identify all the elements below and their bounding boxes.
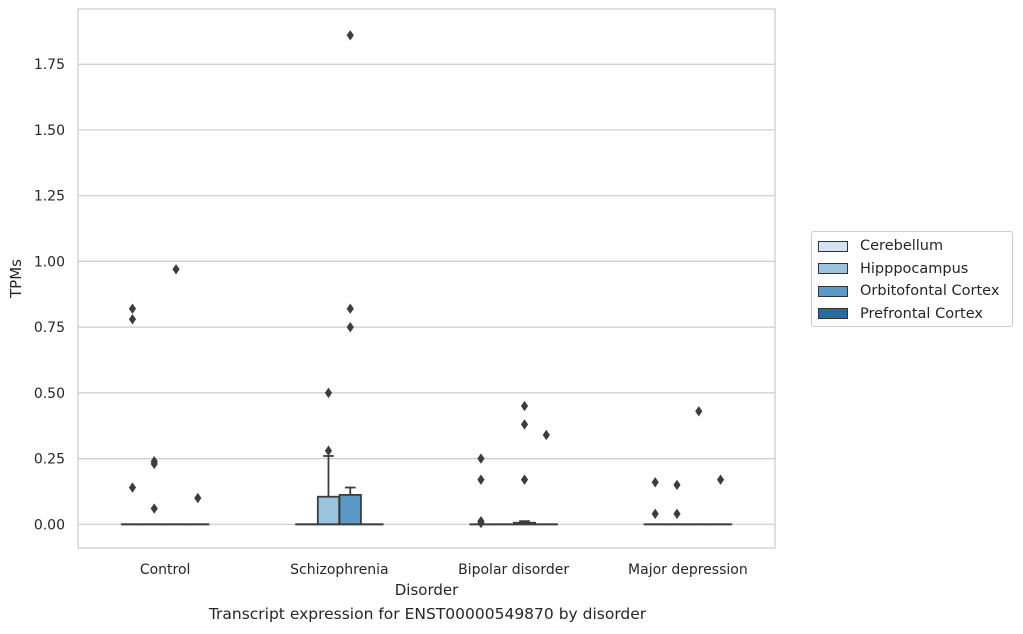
legend-swatch	[818, 308, 848, 319]
chart-caption: Transcript expression for ENST0000054987…	[208, 605, 647, 623]
x-tick-label: Bipolar disorder	[458, 562, 569, 578]
outlier-point	[651, 477, 659, 488]
x-tick-label: Control	[140, 562, 191, 578]
outlier-point	[673, 479, 681, 491]
legend-swatch	[818, 240, 848, 252]
x-axis-title: Disorder	[395, 581, 459, 599]
legend-item: Cerebellum	[818, 236, 943, 256]
y-tick-label: 1.25	[34, 189, 65, 205]
box-group	[338, 30, 362, 526]
box-group	[687, 406, 711, 526]
outlier-point	[128, 314, 137, 325]
box	[338, 493, 362, 526]
legend-label: Prefrontal Cortex	[860, 305, 983, 322]
outlier-point	[542, 429, 550, 441]
outlier-point	[651, 508, 659, 520]
y-tick-label: 0.00	[34, 517, 65, 533]
outlier-point	[716, 474, 725, 485]
plot-frame	[77, 8, 776, 549]
y-axis-title: TPMs	[7, 259, 25, 299]
legend-label: Hipppocampus	[860, 260, 969, 277]
legend-swatch	[818, 263, 848, 274]
y-tick-label: 0.25	[34, 452, 65, 468]
box-group	[142, 456, 166, 526]
box	[316, 495, 341, 526]
legend-label: Cerebellum	[860, 238, 944, 254]
legend-swatch	[818, 285, 848, 297]
outlier-point	[346, 321, 354, 333]
outlier-point	[520, 474, 529, 485]
outlier-point	[172, 264, 180, 275]
outlier-point	[324, 445, 333, 456]
legend-label: Orbitofontal Cortex	[860, 283, 1000, 299]
box-group	[120, 303, 145, 526]
outlier-point	[150, 503, 158, 514]
box-group	[708, 474, 733, 526]
x-tick-label: Major depression	[628, 562, 748, 578]
box-group	[534, 429, 558, 526]
legend-item: Orbitofontal Cortex	[818, 281, 999, 301]
outlier-point	[150, 456, 158, 467]
outlier-point	[128, 303, 137, 314]
y-tick-label: 1.75	[34, 57, 65, 73]
x-tick-label: Schizophrenia	[290, 562, 388, 578]
outlier-point	[695, 406, 703, 417]
y-tick-label: 0.50	[34, 386, 65, 402]
box-group	[186, 492, 210, 526]
box-group	[316, 387, 341, 526]
box-group	[469, 453, 493, 529]
outlier-point	[194, 492, 202, 504]
outlier-point	[346, 30, 354, 41]
outlier-point	[520, 400, 529, 412]
box-plots	[120, 30, 733, 529]
outlier-point	[520, 419, 529, 430]
grid-lines	[78, 63, 775, 525]
legend: Cerebellum Hipppocampus Orbitofontal Corte…	[811, 231, 1013, 327]
outlier-point	[346, 303, 354, 314]
box-group	[643, 477, 667, 526]
box-group	[512, 400, 537, 526]
outlier-point	[477, 453, 485, 464]
legend-item: Prefrontal Cortex	[818, 304, 983, 324]
x-tick-labels: Control Schizophrenia Bipolar disorder Majo…	[140, 562, 748, 578]
outlier-point	[477, 515, 485, 527]
y-tick-label: 1.50	[34, 123, 65, 139]
y-tick-label: 1.00	[34, 254, 65, 270]
outlier-point	[673, 508, 681, 520]
outlier-point	[128, 482, 137, 493]
outlier-point	[477, 474, 485, 485]
y-tick-label: 0.75	[34, 320, 65, 336]
outlier-point	[324, 387, 333, 399]
y-tick-labels: 0.00 0.25 0.50 0.75 1.00 1.25 1.50 1.75	[34, 57, 65, 533]
box-group	[665, 479, 689, 526]
box-group	[164, 264, 188, 526]
legend-item: Hipppocampus	[818, 259, 968, 279]
